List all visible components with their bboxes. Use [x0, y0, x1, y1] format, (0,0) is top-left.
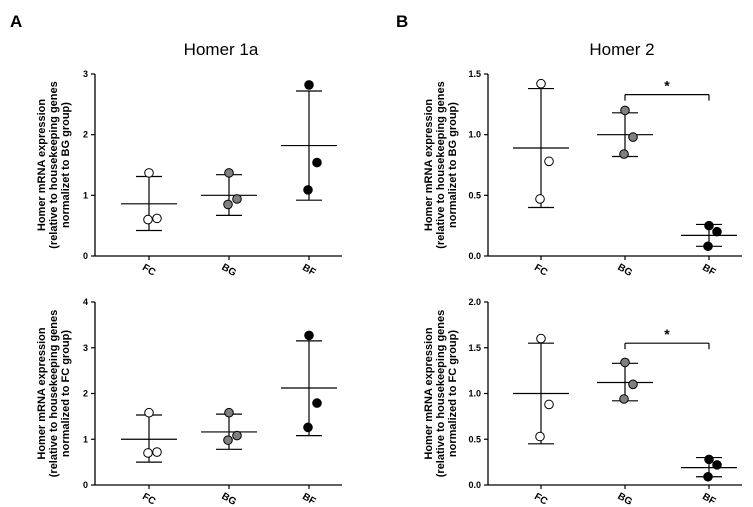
data-point	[303, 422, 313, 433]
data-point	[535, 431, 545, 442]
x-tick-label: BG	[220, 262, 239, 279]
data-point	[628, 379, 638, 390]
data-point	[312, 398, 322, 408]
x-tick-label: BF	[300, 262, 317, 278]
x-tick-label: BG	[616, 262, 635, 279]
y-tick-label: 1.0	[468, 389, 481, 399]
x-tick-label: FC	[532, 262, 549, 278]
panel-title-homer-2: Homer 2	[589, 40, 654, 59]
data-point	[232, 430, 242, 441]
data-point	[544, 399, 554, 410]
y-axis-label-line: (relative to housekeeping genes	[435, 81, 447, 249]
y-axis-label-line: normalized to FC group)	[60, 330, 72, 457]
y-tick-label: 0.0	[468, 251, 481, 261]
significance-label: *	[664, 326, 670, 342]
x-tick-label: BG	[616, 491, 635, 507]
y-tick-label: 0.5	[468, 434, 481, 444]
data-point	[144, 407, 154, 418]
data-point	[544, 156, 554, 167]
data-point	[620, 357, 630, 368]
y-axis-label-line: normalizet to BG group)	[447, 102, 459, 228]
data-point	[620, 105, 630, 116]
y-axis-label-line: normalized to FC group)	[447, 330, 459, 457]
data-point	[224, 407, 234, 418]
y-tick-label: 1	[83, 434, 88, 444]
y-tick-label: 3	[83, 69, 88, 79]
y-tick-label: 0	[83, 251, 88, 261]
data-point	[704, 454, 714, 465]
y-tick-label: 1	[83, 190, 88, 200]
data-point	[144, 168, 154, 178]
data-point	[303, 185, 313, 195]
data-point	[224, 168, 234, 178]
x-tick-label: FC	[532, 491, 549, 507]
significance-label: *	[664, 78, 670, 94]
data-point	[619, 149, 629, 159]
y-axis-label-line: (relative to housekeeping genes	[48, 81, 60, 249]
data-point	[712, 226, 722, 237]
data-point	[628, 132, 638, 142]
chart-2: 0.0 0.5 1.0 1.5 FC BG BF Homer mRNA expression(…	[423, 69, 742, 279]
y-axis-label-line: Homer mRNA expression	[36, 327, 48, 460]
y-tick-label: 1.0	[468, 130, 481, 140]
data-point	[703, 241, 713, 252]
data-point	[704, 220, 714, 231]
data-point	[143, 448, 153, 458]
panel-letter-b: B	[396, 12, 408, 31]
data-point	[232, 194, 242, 204]
y-axis-label-line: (relative to housekeeping genes	[48, 310, 60, 478]
data-point	[304, 330, 314, 341]
y-axis-label-line: Homer mRNA expression	[36, 99, 48, 232]
data-point	[536, 333, 546, 344]
chart-3: 0 1 2 3 4 FC BG BF Homer mRNA expression (relativ…	[36, 297, 342, 507]
panel-title-homer-1a: Homer 1a	[184, 40, 259, 59]
x-tick-label: BF	[700, 491, 717, 507]
data-point	[312, 157, 322, 168]
y-tick-label: 2	[83, 389, 88, 399]
y-tick-label: 3	[83, 343, 88, 353]
data-point	[535, 194, 545, 204]
x-tick-label: BG	[220, 491, 239, 507]
x-tick-label: BF	[700, 262, 717, 278]
x-tick-label: FC	[140, 262, 157, 278]
x-tick-label: BF	[300, 491, 317, 507]
data-point	[143, 214, 153, 225]
y-axis-label-line: Homer mRNA expression	[423, 99, 435, 232]
data-point	[152, 213, 162, 224]
y-tick-label: 4	[83, 297, 88, 307]
chart-4: 0.0 0.5 1.0 1.5 2.0 FC BG BF Homer mRNA expressi…	[423, 297, 742, 507]
data-point	[223, 199, 233, 210]
panel-letter-a: A	[10, 12, 22, 31]
y-tick-label: 0.5	[468, 190, 481, 200]
data-point	[304, 80, 314, 90]
y-tick-label: 1.5	[468, 69, 481, 79]
chart-1: 0 1 2 3 FC BG BF Homer mRNA expression (relative…	[36, 69, 342, 279]
y-tick-label: 1.5	[468, 343, 481, 353]
data-point	[703, 471, 713, 482]
data-point	[223, 435, 233, 445]
y-tick-label: 2.0	[468, 297, 481, 307]
y-tick-label: 0	[83, 480, 88, 490]
x-tick-label: FC	[140, 491, 157, 507]
data-point	[536, 78, 546, 89]
data-point	[712, 460, 722, 470]
y-tick-label: 2	[83, 130, 88, 140]
y-axis-label-line: (relative to housekeeping genes	[435, 310, 447, 478]
y-tick-label: 0.0	[468, 480, 481, 490]
data-point	[152, 447, 162, 457]
y-axis-label-line: Homer mRNA expression	[423, 327, 435, 460]
data-point	[619, 394, 629, 404]
y-axis-label-line: normalizet to BG group)	[60, 102, 72, 228]
